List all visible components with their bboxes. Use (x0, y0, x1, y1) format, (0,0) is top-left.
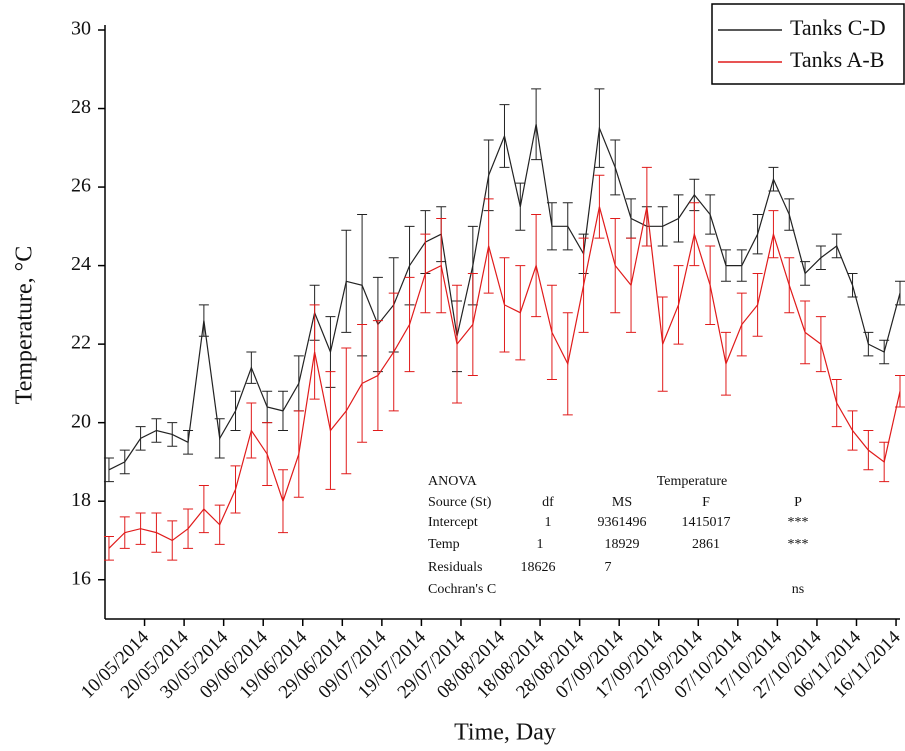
table-cell: 7 (605, 560, 612, 575)
table-cell: 9361496 (598, 515, 647, 530)
table-cell: Intercept (428, 515, 478, 530)
table-header: df (542, 495, 554, 510)
table-header: MS (612, 495, 632, 510)
error-bar (103, 536, 114, 561)
table-cell: Cochran's C (428, 582, 496, 597)
y-tick-label: 20 (71, 410, 91, 432)
table-cell: Residuals (428, 560, 482, 575)
table-header: Source (St) (428, 495, 492, 510)
legend-box (711, 3, 905, 85)
table-header: P (794, 495, 802, 510)
y-tick-label: 22 (71, 332, 91, 354)
y-tick-label: 24 (71, 253, 91, 275)
table-title: ANOVA (428, 474, 478, 489)
y-tick-label: 30 (71, 18, 91, 40)
table-cell: 1415017 (682, 515, 731, 530)
table-header: F (702, 495, 710, 510)
table-group: Temperature (657, 474, 728, 489)
table-cell: Temp (428, 537, 460, 552)
table-cell: *** (788, 515, 809, 530)
y-tick-label: 26 (71, 175, 91, 197)
error-bar (103, 457, 114, 483)
table-cell: 18626 (521, 560, 556, 575)
y-tick-label: 28 (71, 96, 91, 118)
table-cell: 2861 (692, 537, 720, 552)
table-cell: ns (792, 582, 804, 597)
legend-label: Tanks A-B (790, 47, 884, 72)
table-cell: *** (788, 537, 809, 552)
y-tick-label: 16 (71, 567, 91, 589)
series-line (108, 206, 901, 549)
table-cell: 1 (537, 537, 544, 552)
series-line (108, 124, 901, 471)
table-cell: 18929 (605, 537, 640, 552)
y-axis-label: Temperature, °C (12, 246, 38, 405)
legend-label: Tanks C-D (790, 15, 886, 40)
x-axis-label: Time, Day (454, 720, 556, 746)
y-tick-label: 18 (71, 489, 91, 511)
table-cell: 1 (545, 515, 552, 530)
